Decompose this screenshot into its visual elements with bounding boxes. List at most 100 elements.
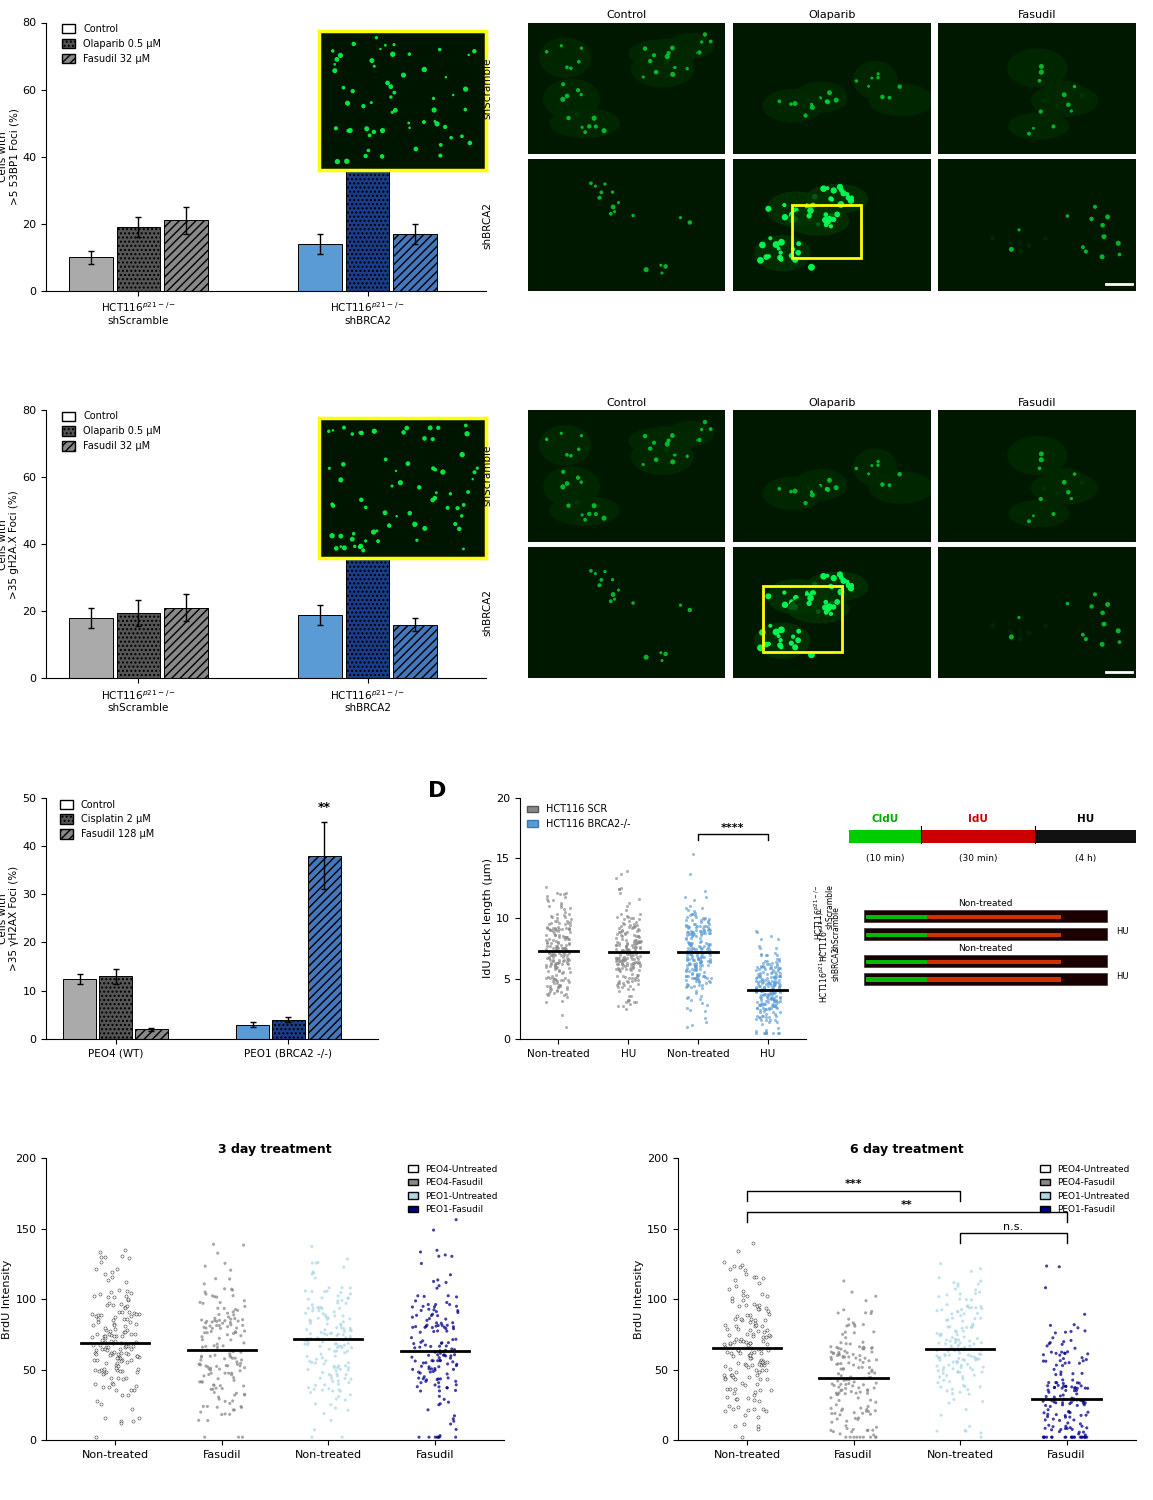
Point xyxy=(296,1300,315,1324)
Point xyxy=(928,1299,947,1323)
Point xyxy=(325,1354,344,1378)
Point xyxy=(586,174,604,198)
Point xyxy=(129,1346,148,1370)
Point xyxy=(538,982,557,1006)
Point xyxy=(557,982,575,1006)
Point xyxy=(726,1388,745,1411)
Point xyxy=(1054,1347,1072,1371)
Point xyxy=(627,942,646,966)
Point xyxy=(628,968,647,992)
Point xyxy=(831,1422,850,1446)
Point xyxy=(611,950,630,974)
Point xyxy=(686,981,704,1005)
Point xyxy=(634,453,653,477)
Point xyxy=(749,1293,768,1317)
Y-axis label: Cells with
>5 53BP1 Foci (%): Cells with >5 53BP1 Foci (%) xyxy=(0,108,20,206)
Point xyxy=(726,1377,745,1401)
Point xyxy=(932,1251,950,1275)
Point xyxy=(683,902,701,926)
Point xyxy=(743,1306,761,1330)
Point xyxy=(621,957,640,981)
Point xyxy=(616,948,634,972)
Point xyxy=(103,1342,121,1366)
Point xyxy=(542,978,560,1002)
Point xyxy=(728,1328,746,1352)
Point xyxy=(92,1245,111,1269)
Point xyxy=(202,1356,220,1380)
Point xyxy=(769,950,787,974)
Point xyxy=(540,894,558,918)
Point xyxy=(836,1346,854,1370)
Point xyxy=(678,939,696,963)
Point xyxy=(687,969,706,993)
Polygon shape xyxy=(573,174,633,211)
Point xyxy=(850,1406,868,1429)
Point xyxy=(747,975,766,999)
Point xyxy=(609,952,627,976)
Point xyxy=(442,1346,460,1370)
Point xyxy=(617,934,635,958)
Point xyxy=(190,1290,209,1314)
Point xyxy=(687,952,706,976)
Point xyxy=(118,1293,136,1317)
Point xyxy=(759,1284,777,1308)
Point xyxy=(678,986,696,1010)
Point xyxy=(677,914,695,938)
Point xyxy=(691,934,709,958)
Polygon shape xyxy=(573,561,633,600)
Point xyxy=(952,1298,971,1322)
Point xyxy=(693,990,711,1014)
Point xyxy=(619,939,638,963)
Point xyxy=(541,933,559,957)
Point xyxy=(619,970,638,994)
Point xyxy=(331,1358,349,1382)
Point xyxy=(627,912,646,936)
Point xyxy=(619,936,638,960)
Point xyxy=(416,1370,435,1394)
Point xyxy=(1011,627,1030,651)
Point xyxy=(610,957,628,981)
Point xyxy=(90,1282,108,1306)
Point xyxy=(339,1356,357,1380)
Point xyxy=(752,1008,770,1032)
Point xyxy=(753,1358,771,1382)
Point xyxy=(123,1408,142,1432)
Point xyxy=(220,1268,239,1292)
Point xyxy=(89,1306,107,1330)
Point xyxy=(679,920,698,944)
Point xyxy=(694,963,713,987)
Title: Olaparib: Olaparib xyxy=(808,10,856,21)
Point xyxy=(832,566,851,590)
Point xyxy=(689,939,708,963)
Point xyxy=(339,1286,357,1310)
Point xyxy=(541,946,559,970)
Point xyxy=(340,1371,359,1395)
Point xyxy=(127,1311,145,1335)
Point xyxy=(958,1377,977,1401)
Point xyxy=(337,1292,355,1316)
Point xyxy=(623,906,641,930)
Point xyxy=(560,916,579,940)
Point xyxy=(749,1389,768,1413)
Point xyxy=(760,1323,778,1347)
Point xyxy=(1068,1377,1086,1401)
Y-axis label: Cells with
>35 γH2AX Foci (%): Cells with >35 γH2AX Foci (%) xyxy=(0,865,20,970)
Point xyxy=(1039,1398,1057,1422)
Point xyxy=(762,993,781,1017)
Point xyxy=(542,952,560,976)
Point xyxy=(538,960,557,984)
Point xyxy=(618,954,636,978)
Point xyxy=(861,1365,880,1389)
Point xyxy=(611,914,630,938)
Point xyxy=(947,1330,965,1354)
Point xyxy=(760,1005,778,1029)
Point xyxy=(627,990,646,1014)
Point xyxy=(681,942,700,966)
Point xyxy=(699,950,717,974)
Point xyxy=(862,1299,881,1323)
Point xyxy=(1063,1425,1082,1449)
Point xyxy=(618,946,636,970)
Point xyxy=(747,921,766,945)
Point xyxy=(696,879,715,903)
Point xyxy=(628,918,647,942)
